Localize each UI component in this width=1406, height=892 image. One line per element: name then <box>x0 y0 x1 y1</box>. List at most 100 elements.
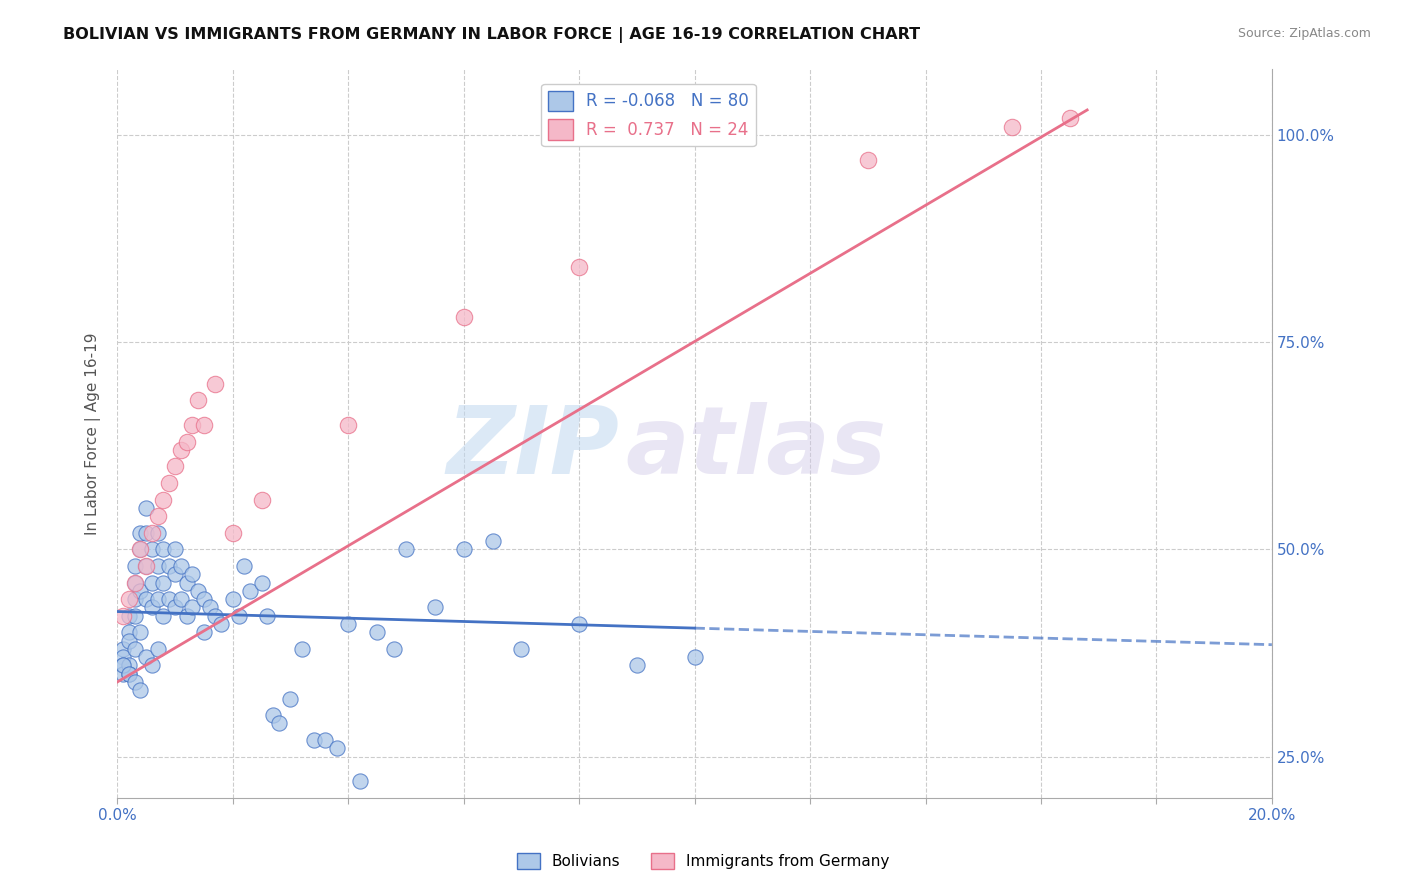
Point <box>141 525 163 540</box>
Point <box>112 658 135 673</box>
Point <box>135 592 157 607</box>
Point <box>124 641 146 656</box>
Point <box>280 691 302 706</box>
Point <box>141 600 163 615</box>
Point <box>146 509 169 524</box>
Point <box>510 641 533 656</box>
Point <box>209 617 232 632</box>
Point <box>181 600 204 615</box>
Point <box>135 558 157 573</box>
Y-axis label: In Labor Force | Age 16-19: In Labor Force | Age 16-19 <box>86 332 101 534</box>
Point <box>112 666 135 681</box>
Point <box>112 641 135 656</box>
Point <box>146 525 169 540</box>
Point <box>239 583 262 598</box>
Point <box>395 542 418 557</box>
Point <box>204 608 226 623</box>
Point <box>222 592 245 607</box>
Point <box>124 592 146 607</box>
Point <box>141 575 163 590</box>
Point <box>250 492 273 507</box>
Point <box>124 575 146 590</box>
Point <box>170 592 193 607</box>
Point <box>256 608 278 623</box>
Point <box>291 641 314 656</box>
Point <box>187 583 209 598</box>
Point <box>129 583 152 598</box>
Point <box>141 542 163 557</box>
Point <box>163 459 186 474</box>
Point <box>349 774 371 789</box>
Point <box>129 525 152 540</box>
Point <box>152 608 174 623</box>
Legend: Bolivians, Immigrants from Germany: Bolivians, Immigrants from Germany <box>510 847 896 875</box>
Point <box>112 658 135 673</box>
Point <box>267 716 290 731</box>
Point <box>118 592 141 607</box>
Point <box>337 417 360 432</box>
Point <box>135 500 157 515</box>
Point <box>222 525 245 540</box>
Point <box>146 641 169 656</box>
Point <box>112 608 135 623</box>
Point <box>124 575 146 590</box>
Text: atlas: atlas <box>626 402 887 494</box>
Point <box>124 558 146 573</box>
Point <box>170 558 193 573</box>
Point <box>152 542 174 557</box>
Point <box>302 733 325 747</box>
Point <box>198 600 221 615</box>
Text: BOLIVIAN VS IMMIGRANTS FROM GERMANY IN LABOR FORCE | AGE 16-19 CORRELATION CHART: BOLIVIAN VS IMMIGRANTS FROM GERMANY IN L… <box>63 27 921 43</box>
Point <box>233 558 256 573</box>
Point <box>146 558 169 573</box>
Point <box>228 608 250 623</box>
Point <box>118 666 141 681</box>
Point <box>250 575 273 590</box>
Point <box>683 650 706 665</box>
Legend: R = -0.068   N = 80, R =  0.737   N = 24: R = -0.068 N = 80, R = 0.737 N = 24 <box>541 84 755 146</box>
Point <box>193 625 215 640</box>
Point <box>453 310 475 325</box>
Point <box>124 675 146 690</box>
Point <box>152 575 174 590</box>
Point <box>176 575 198 590</box>
Point <box>187 393 209 408</box>
Point <box>1059 112 1081 126</box>
Point <box>626 658 648 673</box>
Point <box>118 633 141 648</box>
Point <box>118 625 141 640</box>
Point <box>314 733 336 747</box>
Point <box>135 650 157 665</box>
Point <box>146 592 169 607</box>
Point <box>193 417 215 432</box>
Point <box>337 617 360 632</box>
Point <box>170 442 193 457</box>
Point <box>204 376 226 391</box>
Point <box>157 592 180 607</box>
Point <box>1001 120 1024 134</box>
Point <box>453 542 475 557</box>
Point <box>262 708 284 723</box>
Point <box>129 625 152 640</box>
Point <box>118 608 141 623</box>
Point <box>181 567 204 582</box>
Point <box>176 434 198 449</box>
Point <box>118 666 141 681</box>
Point <box>124 608 146 623</box>
Point <box>423 600 446 615</box>
Point <box>193 592 215 607</box>
Point <box>325 741 347 756</box>
Point <box>157 476 180 491</box>
Text: Source: ZipAtlas.com: Source: ZipAtlas.com <box>1237 27 1371 40</box>
Point <box>129 542 152 557</box>
Point <box>129 542 152 557</box>
Point <box>135 558 157 573</box>
Point <box>176 608 198 623</box>
Point <box>163 542 186 557</box>
Point <box>568 617 591 632</box>
Point <box>366 625 388 640</box>
Point <box>157 558 180 573</box>
Text: ZIP: ZIP <box>447 402 620 494</box>
Point <box>481 534 503 549</box>
Point <box>118 658 141 673</box>
